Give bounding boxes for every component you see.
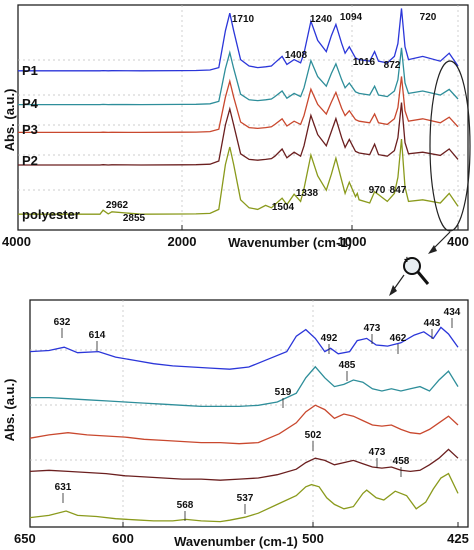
top-tick-label: 2000: [168, 234, 197, 249]
peak-label-872: 872: [384, 60, 401, 71]
zoom-arrow-head-2: [389, 285, 397, 296]
series-line-bottom-p2: [29, 448, 459, 481]
bottom-tick-label: 500: [302, 531, 324, 546]
series-line-top-p4: [18, 47, 459, 106]
zoom-region-ellipse: [429, 60, 471, 232]
bottom-x-ticks: 650 600 500 425: [14, 522, 469, 546]
top-tick-label: 1000: [338, 234, 367, 249]
series-line-bottom-p3: [29, 404, 459, 445]
peak-label-1016: 1016: [353, 57, 376, 68]
peak-label-485: 485: [339, 360, 356, 371]
peak-label-568: 568: [177, 500, 194, 511]
bottom-x-axis-title: Wavenumber (cm-1): [174, 534, 298, 549]
peak-label-1504: 1504: [272, 202, 295, 213]
zoom-connector: +: [389, 231, 451, 296]
series-line-top-polyester: [18, 138, 459, 215]
bottom-tick-label: 650: [14, 531, 36, 546]
series-line-bottom-p1: [29, 326, 459, 370]
series-line-bottom-polyester: [29, 472, 459, 523]
series-label-p2: P2: [22, 153, 38, 168]
series-line-top-p1: [18, 8, 459, 72]
series-label-p3: P3: [22, 122, 38, 137]
peak-label-1408: 1408: [285, 50, 308, 61]
peak-label-614: 614: [89, 330, 106, 341]
series-line-top-p3: [18, 76, 459, 134]
bottom-plot-frame: [29, 299, 469, 528]
zoom-arrow-head-1: [428, 245, 437, 254]
peak-label-2962: 2962: [106, 200, 129, 211]
top-tick-label: 400: [447, 234, 469, 249]
svg-text:+: +: [404, 255, 410, 266]
peak-label-720: 720: [420, 12, 437, 23]
top-series-group: [18, 8, 459, 215]
peak-label-434: 434: [444, 307, 461, 318]
bottom-tick-label: 600: [112, 531, 134, 546]
peak-label-462: 462: [390, 333, 407, 344]
peak-label-443: 443: [424, 318, 441, 329]
peak-label-2855: 2855: [123, 213, 146, 224]
top-grid: [18, 5, 468, 230]
peak-label-632: 632: [54, 317, 71, 328]
top-tick-label: 4000: [2, 234, 31, 249]
series-label-p1: P1: [22, 63, 38, 78]
top-x-axis-title: Wavenumber (cm-1): [228, 235, 352, 250]
peak-label-519: 519: [275, 387, 292, 398]
peak-label-537: 537: [237, 493, 254, 504]
peak-label-473: 473: [364, 323, 381, 334]
top-peak-labels: 1710 1240 1094 1408 1016 872 720 2962 2855 150413…: [106, 12, 437, 224]
top-series-labels: P1 P4 P3 P2 polyester: [22, 63, 80, 222]
peak-label-1710: 1710: [232, 14, 255, 25]
magnifier-icon: +: [403, 255, 430, 285]
peak-label-1240: 1240: [310, 14, 333, 25]
peak-label-502: 502: [305, 430, 322, 441]
peak-label-492: 492: [321, 333, 338, 344]
bottom-grid: [30, 300, 468, 527]
peak-label-847: 847: [390, 185, 407, 196]
bottom-tick-label: 425: [447, 531, 469, 546]
peak-label-970: 970: [369, 185, 386, 196]
bottom-series-group: [29, 326, 459, 523]
top-plot-frame: [17, 4, 469, 231]
bottom-y-axis-title: Abs. (a.u.): [2, 379, 17, 442]
top-x-ticks: 4000 2000 1000 400: [2, 225, 469, 249]
peak-label-458: 458: [393, 456, 410, 467]
series-line-top-p2: [18, 102, 459, 166]
peak-label-1094: 1094: [340, 12, 363, 23]
peak-label-473: 473: [369, 447, 386, 458]
peak-label-1338: 1338: [296, 188, 319, 199]
top-panel: P1 P4 P3 P2 polyester 1710 1240 1094 1408 1016 87…: [2, 4, 471, 250]
top-y-axis-title: Abs. (a.u.): [2, 89, 17, 152]
peak-label-631: 631: [55, 482, 72, 493]
series-line-bottom-p4: [30, 365, 459, 408]
series-label-p4: P4: [22, 96, 39, 111]
series-label-polyester: polyester: [22, 207, 80, 222]
